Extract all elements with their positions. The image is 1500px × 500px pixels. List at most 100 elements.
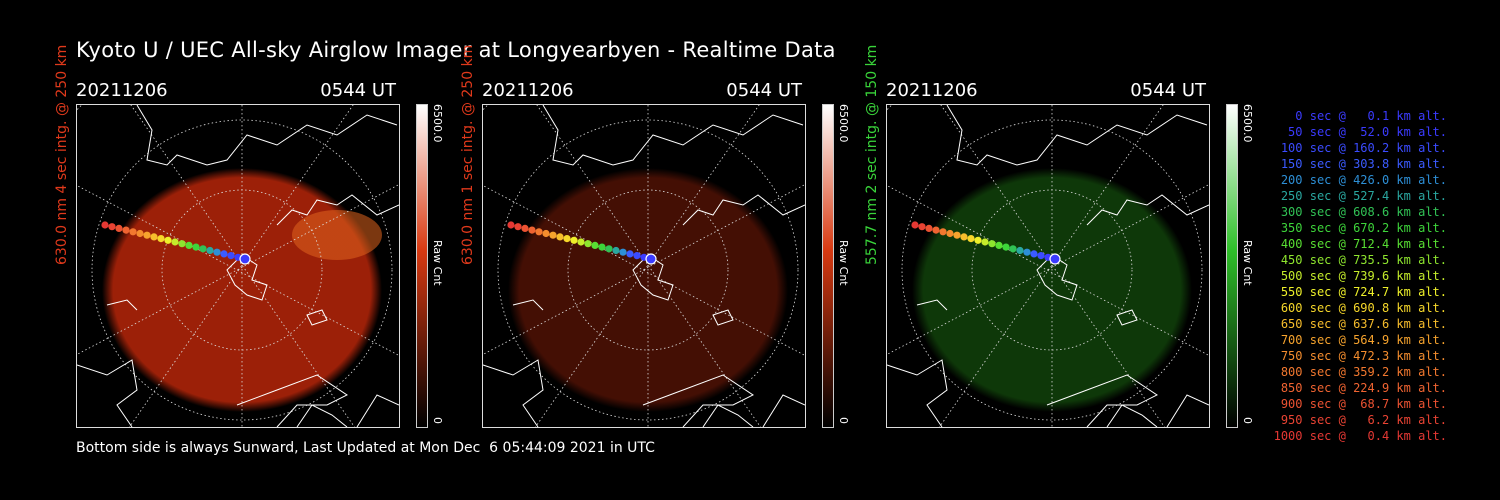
legend-row: 800 sec @ 359.2 km alt.: [1280, 365, 1447, 379]
trajectory-legend: 0 sec @ 0.1 km alt. 50 sec @ 52.0 km alt.…: [1262, 108, 1447, 444]
trajectory-point: [1049, 253, 1061, 265]
trajectory-point: [988, 240, 996, 248]
trajectory-point: [967, 235, 975, 243]
colorbar-min: 0: [837, 417, 850, 424]
trajectory-point: [974, 236, 982, 244]
trajectory-point: [633, 252, 641, 260]
trajectory-point: [108, 223, 116, 231]
trajectory-point: [1030, 250, 1038, 258]
panel-date: 20211206: [76, 80, 168, 101]
trajectory-point: [946, 229, 954, 238]
trajectory-point: [584, 240, 592, 248]
trajectory-point: [626, 250, 634, 258]
panel-ylabel: 557.7 nm 2 sec intg. @ 150 km: [864, 44, 880, 265]
colorbar-max: 6500.0: [1241, 104, 1254, 143]
trajectory-point: [953, 231, 961, 239]
trajectory-point: [1002, 243, 1010, 251]
trajectory-point: [122, 226, 130, 234]
trajectory-point: [199, 245, 207, 253]
trajectory-point: [213, 248, 221, 256]
trajectory-point: [528, 226, 536, 234]
colorbar-max: 6500.0: [431, 104, 444, 143]
trajectory-point: [521, 224, 529, 232]
panel-time: 0544 UT: [1130, 80, 1206, 101]
trajectory-point: [619, 248, 627, 256]
legend-row: 450 sec @ 735.5 km alt.: [1280, 253, 1447, 267]
trajectory-point: [1009, 245, 1017, 253]
legend-row: 0 sec @ 0.1 km alt.: [1295, 109, 1447, 123]
panel-time: 0544 UT: [320, 80, 396, 101]
trajectory-point: [570, 236, 578, 244]
legend-row: 150 sec @ 303.8 km alt.: [1280, 157, 1447, 171]
trajectory-point: [1037, 252, 1045, 260]
legend-row: 850 sec @ 224.9 km alt.: [1280, 381, 1447, 395]
panel-date: 20211206: [482, 80, 574, 101]
legend-row: 700 sec @ 564.9 km alt.: [1280, 333, 1447, 347]
image-panel-2: 20211206 0544 UT 630.0 nm 1 sec intg. @ …: [460, 45, 862, 430]
page-title: Kyoto U / UEC All-sky Airglow Imager at …: [76, 38, 836, 62]
trajectory-point: [556, 233, 564, 241]
colorbar: [822, 104, 834, 428]
trajectory-point: [239, 253, 251, 265]
legend-row: 350 sec @ 670.2 km alt.: [1280, 221, 1447, 235]
trajectory-point: [563, 235, 571, 243]
legend-row: 500 sec @ 739.6 km alt.: [1280, 269, 1447, 283]
allsky-image: [886, 104, 1210, 428]
trajectory-point: [535, 228, 543, 236]
legend-row: 300 sec @ 608.6 km alt.: [1280, 205, 1447, 219]
trajectory-point: [206, 246, 214, 255]
allsky-image: [482, 104, 806, 428]
legend-row: 50 sec @ 52.0 km alt.: [1288, 125, 1447, 139]
trajectory-point: [143, 231, 151, 239]
trajectory-point: [911, 221, 919, 229]
trajectory-point: [939, 228, 947, 236]
trajectory-point: [178, 240, 186, 248]
trajectory-point: [192, 243, 200, 251]
trajectory-point: [164, 236, 172, 244]
trajectory-point: [171, 238, 179, 246]
trajectory-point: [1016, 246, 1024, 255]
colorbar: [416, 104, 428, 428]
legend-row: 200 sec @ 426.0 km alt.: [1280, 173, 1447, 187]
colorbar-max: 6500.0: [837, 104, 850, 143]
legend-row: 100 sec @ 160.2 km alt.: [1280, 141, 1447, 155]
trajectory-point: [507, 221, 515, 229]
trajectory-point: [645, 253, 657, 265]
trajectory-point: [542, 229, 550, 238]
trajectory-point: [1023, 248, 1031, 256]
trajectory-point: [577, 238, 585, 246]
allsky-image: [76, 104, 400, 428]
image-panel-1: 20211206 0544 UT 630.0 nm 4 sec intg. @ …: [54, 45, 456, 430]
legend-row: 950 sec @ 6.2 km alt.: [1280, 413, 1447, 427]
trajectory-point: [136, 229, 144, 238]
legend-row: 900 sec @ 68.7 km alt.: [1280, 397, 1447, 411]
trajectory-point: [115, 224, 123, 232]
legend-row: 650 sec @ 637.6 km alt.: [1280, 317, 1447, 331]
trajectory-point: [101, 221, 109, 229]
trajectory-point: [918, 223, 926, 231]
colorbar-label: Raw Cnt: [1241, 240, 1254, 286]
colorbar: [1226, 104, 1238, 428]
trajectory-point: [514, 223, 522, 231]
trajectory-point: [185, 241, 193, 249]
trajectory-point: [220, 250, 228, 258]
colorbar-min: 0: [1241, 417, 1254, 424]
legend-row: 600 sec @ 690.8 km alt.: [1280, 301, 1447, 315]
colorbar-label: Raw Cnt: [431, 240, 444, 286]
trajectory-point: [925, 224, 933, 232]
trajectory-point: [591, 241, 599, 249]
trajectory-point: [605, 245, 613, 253]
trajectory-point: [129, 228, 137, 236]
trajectory-point: [960, 233, 968, 241]
panel-ylabel: 630.0 nm 1 sec intg. @ 250 km: [460, 44, 476, 265]
legend-row: 550 sec @ 724.7 km alt.: [1280, 285, 1447, 299]
footer-status: Bottom side is always Sunward, Last Upda…: [76, 440, 655, 456]
trajectory-point: [227, 252, 235, 260]
trajectory-point: [598, 243, 606, 251]
legend-row: 400 sec @ 712.4 km alt.: [1280, 237, 1447, 251]
trajectory-point: [157, 235, 165, 243]
trajectory-point: [995, 241, 1003, 249]
legend-row: 750 sec @ 472.3 km alt.: [1280, 349, 1447, 363]
trajectory-point: [612, 246, 620, 255]
colorbar-min: 0: [431, 417, 444, 424]
